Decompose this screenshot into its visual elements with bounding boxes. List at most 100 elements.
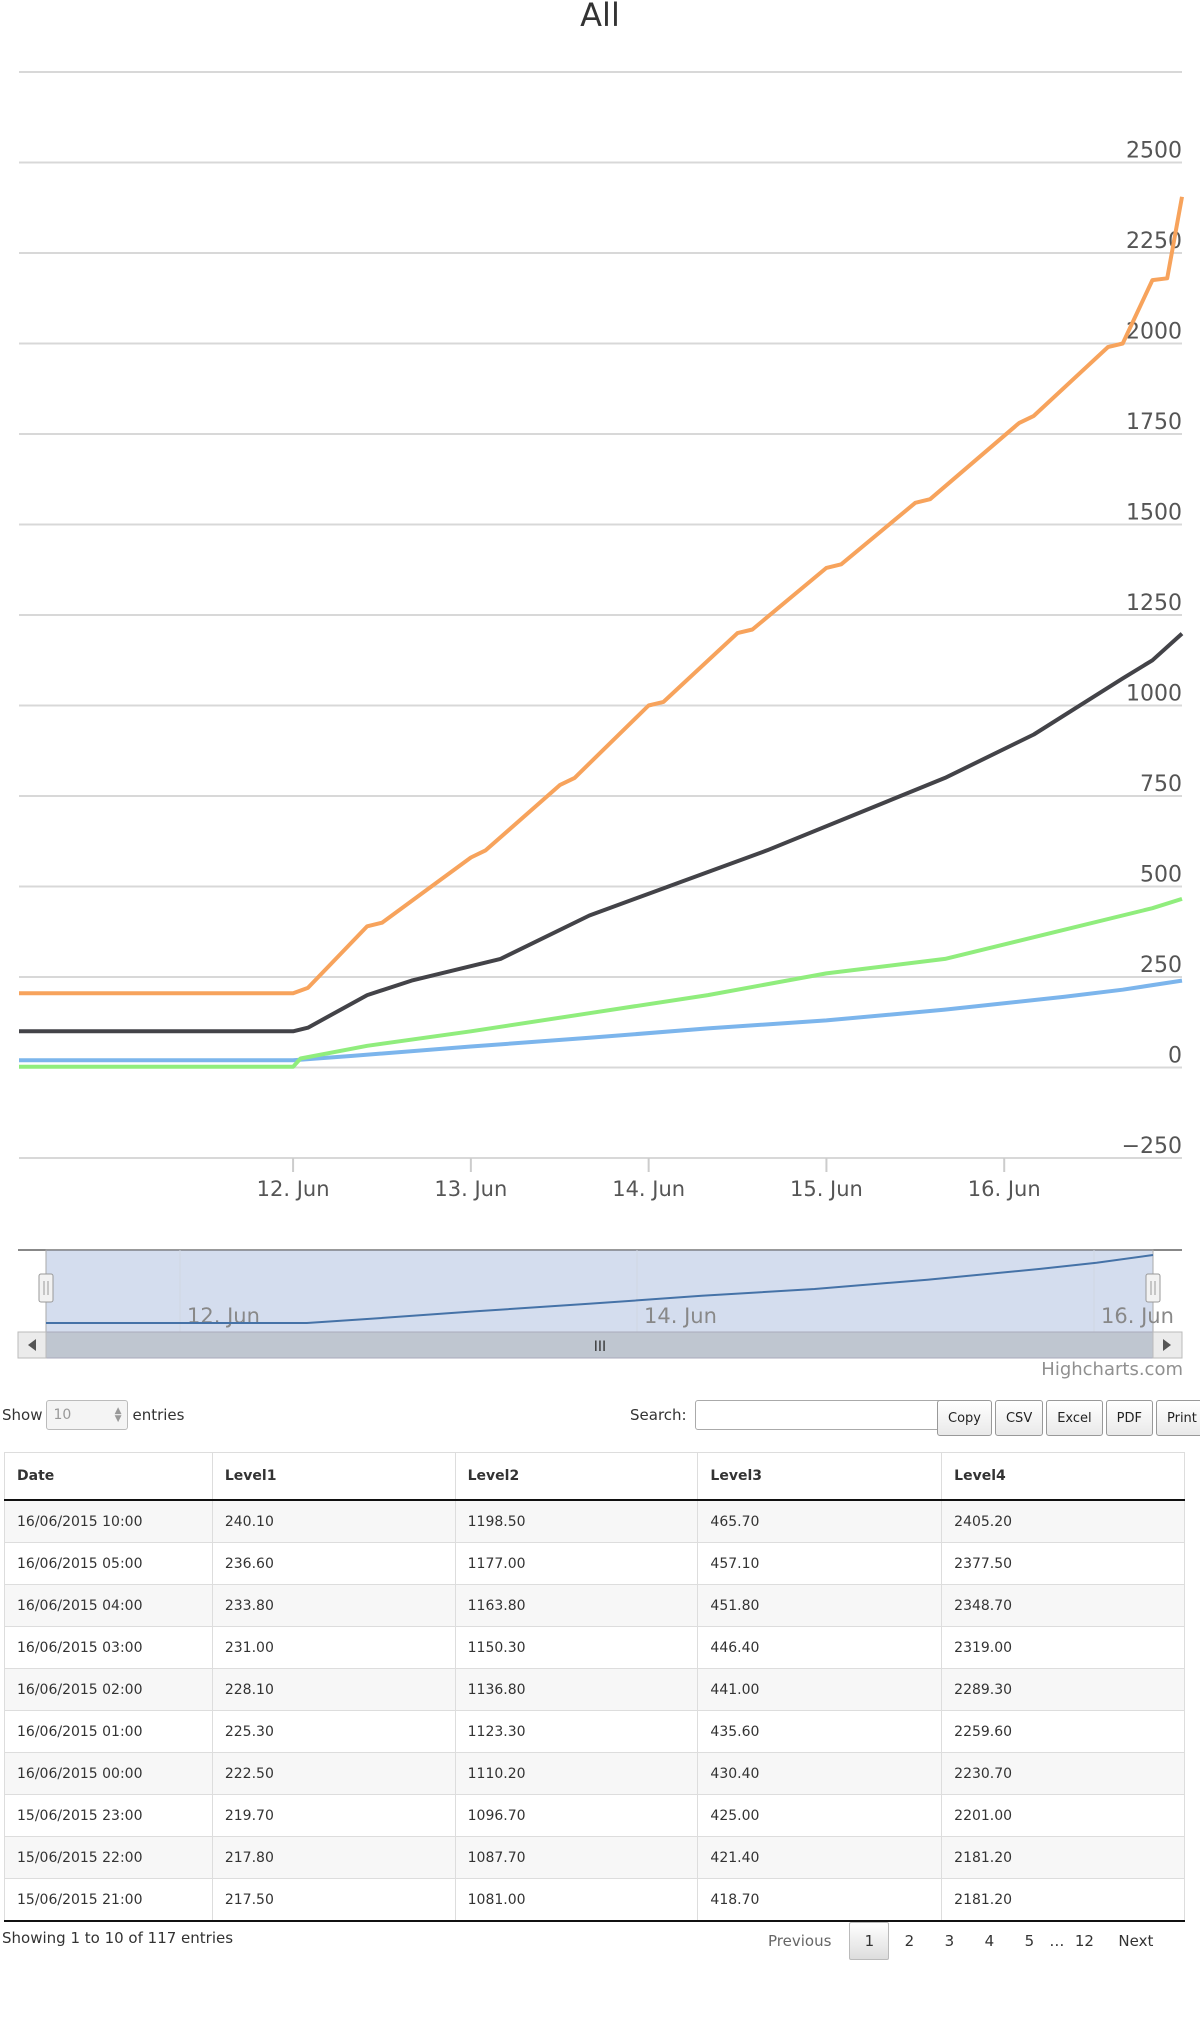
x-tick-label: 16. Jun bbox=[968, 1177, 1041, 1201]
cell-level4: 2377.50 bbox=[941, 1542, 1185, 1585]
page-button-2[interactable]: 2 bbox=[904, 1932, 915, 1950]
pagination: Previous 1 2 3 4 5 … 12 Next bbox=[760, 1922, 1161, 1960]
entries-length-value: 10 bbox=[53, 1407, 72, 1423]
entries-length-select[interactable]: 10 ▲ ▼ bbox=[46, 1400, 129, 1430]
excel-button[interactable]: Excel bbox=[1046, 1400, 1103, 1436]
credits-link[interactable]: Highcharts.com bbox=[1041, 1359, 1183, 1380]
cell-level4: 2289.30 bbox=[941, 1668, 1185, 1711]
cell-level2: 1136.80 bbox=[454, 1668, 698, 1711]
cell-level2: 1081.00 bbox=[454, 1878, 698, 1922]
cell-level4: 2405.20 bbox=[941, 1500, 1185, 1543]
series-line-4 bbox=[19, 196, 1184, 996]
cell-level4: 2181.20 bbox=[941, 1878, 1185, 1922]
column-header-level3[interactable]: Level3 bbox=[697, 1452, 942, 1501]
copy-button[interactable]: Copy bbox=[937, 1400, 992, 1436]
page-button-1[interactable]: 1 bbox=[849, 1922, 890, 1960]
pagination-ellipsis: … bbox=[1049, 1932, 1065, 1950]
page-button-12[interactable]: 12 bbox=[1074, 1932, 1094, 1950]
entries-length-control: Show 10 ▲ ▼ entries bbox=[2, 1400, 184, 1430]
navigator-right-handle[interactable] bbox=[1145, 1273, 1161, 1303]
table-row: 16/06/2015 04:00 233.80 1163.80 451.80 2348.… bbox=[4, 1584, 1185, 1627]
cell-date: 15/06/2015 21:00 bbox=[4, 1878, 213, 1922]
cell-level1: 217.80 bbox=[211, 1836, 456, 1879]
cell-level3: 441.00 bbox=[697, 1668, 942, 1711]
page-button-5[interactable]: 5 bbox=[1024, 1932, 1035, 1950]
y-tick-label: 2500 bbox=[1126, 139, 1182, 164]
series-line-3 bbox=[19, 896, 1183, 1069]
cell-level1: 222.50 bbox=[211, 1752, 456, 1795]
print-button[interactable]: Print bbox=[1155, 1400, 1200, 1436]
y-tick-label: 1750 bbox=[1126, 410, 1182, 435]
table-row: 16/06/2015 01:00 225.30 1123.30 435.60 2259.… bbox=[4, 1710, 1185, 1753]
navigator[interactable]: 12. Jun 14. Jun 16. Jun III bbox=[0, 0, 1200, 1370]
cell-date: 16/06/2015 03:00 bbox=[4, 1626, 213, 1669]
table-row: 16/06/2015 00:00 222.50 1110.20 430.40 2230.… bbox=[4, 1752, 1185, 1795]
navigator-mask[interactable] bbox=[45, 1249, 1154, 1333]
cell-level2: 1177.00 bbox=[454, 1542, 698, 1585]
cell-level4: 2319.00 bbox=[941, 1626, 1185, 1669]
cell-level2: 1150.30 bbox=[454, 1626, 698, 1669]
previous-page-button[interactable]: Previous bbox=[768, 1932, 832, 1950]
main-chart: −250025050075010001250150017502000225025… bbox=[19, 71, 1184, 1201]
cell-level1: 233.80 bbox=[211, 1584, 456, 1627]
column-header-level4[interactable]: Level4 bbox=[941, 1452, 1185, 1501]
cell-level2: 1096.70 bbox=[454, 1794, 698, 1837]
cell-date: 15/06/2015 22:00 bbox=[4, 1836, 213, 1879]
series-line-2 bbox=[19, 632, 1184, 1034]
show-label: Show bbox=[2, 1406, 43, 1424]
cell-date: 16/06/2015 04:00 bbox=[4, 1584, 213, 1627]
cell-level1: 231.00 bbox=[211, 1626, 456, 1669]
x-tick-label: 13. Jun bbox=[434, 1177, 507, 1201]
y-tick-label: 1250 bbox=[1126, 591, 1182, 616]
cell-date: 16/06/2015 01:00 bbox=[4, 1710, 213, 1753]
y-tick-label: 0 bbox=[1168, 1044, 1182, 1069]
cell-date: 15/06/2015 23:00 bbox=[4, 1794, 213, 1837]
cell-level3: 418.70 bbox=[697, 1878, 942, 1922]
y-tick-label: 1500 bbox=[1126, 501, 1182, 526]
navigator-left-handle[interactable] bbox=[38, 1273, 54, 1303]
arrow-left-icon bbox=[28, 1339, 36, 1351]
cell-level4: 2259.60 bbox=[941, 1710, 1185, 1753]
x-tick-label: 14. Jun bbox=[612, 1177, 685, 1201]
cell-level3: 435.60 bbox=[697, 1710, 942, 1753]
table-header-row: Date Level1 Level2 Level3 Level4 bbox=[4, 1452, 1185, 1501]
column-header-level1[interactable]: Level1 bbox=[211, 1452, 456, 1501]
search-input[interactable] bbox=[694, 1400, 941, 1430]
scrollbar-grip-icon: III bbox=[594, 1339, 606, 1355]
entries-label: entries bbox=[132, 1406, 185, 1424]
cell-date: 16/06/2015 00:00 bbox=[4, 1752, 213, 1795]
navigator-series-line bbox=[46, 1254, 1154, 1324]
table-row: 15/06/2015 21:00 217.50 1081.00 418.70 2181.… bbox=[4, 1878, 1185, 1922]
cell-level1: 228.10 bbox=[211, 1668, 456, 1711]
data-table: Date Level1 Level2 Level3 Level4 16/06/2… bbox=[4, 1452, 1185, 1922]
cell-level4: 2230.70 bbox=[941, 1752, 1185, 1795]
table-row: 16/06/2015 05:00 236.60 1177.00 457.10 2377.… bbox=[4, 1542, 1185, 1585]
navigator-tick-label: 16. Jun bbox=[1101, 1304, 1174, 1328]
cell-level2: 1198.50 bbox=[454, 1500, 698, 1543]
table-row: 16/06/2015 02:00 228.10 1136.80 441.00 2289.… bbox=[4, 1668, 1185, 1711]
navigator-tick-label: 14. Jun bbox=[644, 1304, 717, 1328]
cell-date: 16/06/2015 05:00 bbox=[4, 1542, 213, 1585]
table-row: 16/06/2015 10:00 240.10 1198.50 465.70 2405.… bbox=[4, 1500, 1185, 1543]
csv-button[interactable]: CSV bbox=[994, 1400, 1044, 1436]
cell-level2: 1110.20 bbox=[454, 1752, 698, 1795]
next-page-button[interactable]: Next bbox=[1118, 1932, 1154, 1950]
cell-level3: 425.00 bbox=[697, 1794, 942, 1837]
chart-title: All bbox=[580, 0, 620, 34]
pdf-button[interactable]: PDF bbox=[1105, 1400, 1153, 1436]
cell-level3: 457.10 bbox=[697, 1542, 942, 1585]
y-tick-label: −250 bbox=[1122, 1134, 1182, 1159]
cell-level1: 219.70 bbox=[211, 1794, 456, 1837]
y-tick-label: 250 bbox=[1140, 953, 1182, 978]
page-button-3[interactable]: 3 bbox=[944, 1932, 955, 1950]
y-tick-label: 750 bbox=[1140, 772, 1182, 797]
cell-level2: 1163.80 bbox=[454, 1584, 698, 1627]
search-label: Search: bbox=[630, 1406, 687, 1424]
column-header-date[interactable]: Date bbox=[4, 1452, 213, 1501]
cell-level1: 225.30 bbox=[211, 1710, 456, 1753]
cell-level4: 2181.20 bbox=[941, 1836, 1185, 1879]
page-button-4[interactable]: 4 bbox=[984, 1932, 995, 1950]
x-tick-label: 12. Jun bbox=[257, 1177, 330, 1201]
column-header-level2[interactable]: Level2 bbox=[454, 1452, 698, 1501]
cell-level3: 430.40 bbox=[697, 1752, 942, 1795]
